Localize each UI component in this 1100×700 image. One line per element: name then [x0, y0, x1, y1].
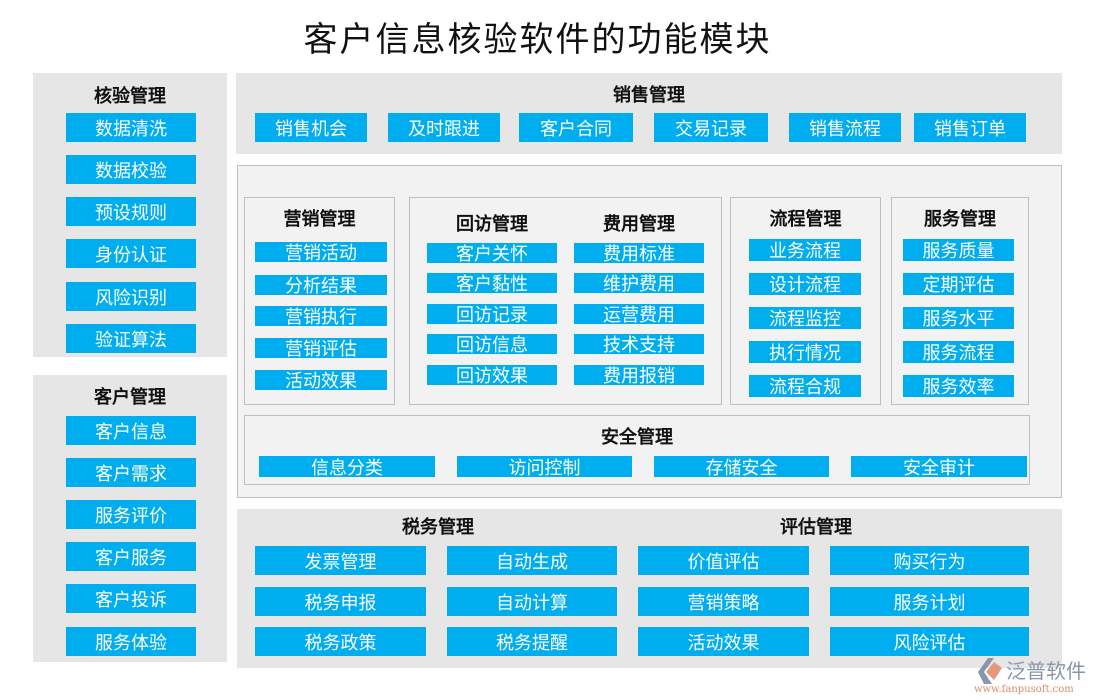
customer-item[interactable]: 客户信息: [66, 416, 196, 445]
security-item[interactable]: 访问控制: [457, 456, 632, 479]
expense-item[interactable]: 运营费用: [574, 304, 704, 326]
marketing-item[interactable]: 营销评估: [255, 338, 387, 360]
tax-item[interactable]: 税务提醒: [447, 627, 617, 656]
tax-item[interactable]: 税务申报: [255, 587, 426, 616]
customer-item[interactable]: 客户需求: [66, 458, 196, 487]
process-item[interactable]: 流程监控: [749, 307, 861, 330]
sales-item[interactable]: 客户合同: [519, 113, 633, 142]
verify-item[interactable]: 身份认证: [66, 239, 196, 268]
evaluation-title: 评估管理: [780, 517, 852, 538]
expense-item[interactable]: 维护费用: [574, 273, 704, 295]
customer-title: 客户管理: [94, 387, 166, 408]
process-item[interactable]: 流程合规: [749, 375, 861, 398]
security-item[interactable]: 安全审计: [851, 456, 1027, 479]
sales-item[interactable]: 交易记录: [654, 113, 768, 142]
service-box: [891, 197, 1029, 405]
sales-item[interactable]: 销售订单: [914, 113, 1026, 142]
service-item[interactable]: 服务质量: [903, 239, 1014, 262]
verify-item[interactable]: 数据校验: [66, 155, 196, 184]
revisit-item[interactable]: 回访记录: [427, 304, 557, 326]
security-item[interactable]: 存储安全: [654, 456, 829, 479]
tax-item[interactable]: 自动生成: [447, 546, 617, 575]
sales-title: 销售管理: [613, 85, 685, 106]
expense-item[interactable]: 技术支持: [574, 334, 704, 356]
security-title: 安全管理: [601, 427, 673, 448]
verify-item[interactable]: 风险识别: [66, 282, 196, 311]
revisit-title: 回访管理: [456, 214, 528, 235]
expense-item[interactable]: 费用标准: [574, 243, 704, 265]
verify-item[interactable]: 验证算法: [66, 324, 196, 353]
tax-item[interactable]: 发票管理: [255, 546, 426, 575]
tax-item[interactable]: 自动计算: [447, 587, 617, 616]
evaluation-item[interactable]: 服务计划: [830, 587, 1029, 616]
expense-item[interactable]: 费用报销: [574, 365, 704, 387]
revisit-item[interactable]: 客户关怀: [427, 243, 557, 265]
marketing-item[interactable]: 营销执行: [255, 306, 387, 328]
service-title: 服务管理: [924, 209, 996, 230]
tax-item[interactable]: 税务政策: [255, 627, 426, 656]
process-item[interactable]: 业务流程: [749, 239, 861, 262]
evaluation-item[interactable]: 购买行为: [830, 546, 1029, 575]
tax-title: 税务管理: [402, 517, 474, 538]
process-item[interactable]: 执行情况: [749, 341, 861, 364]
process-box: [730, 197, 881, 405]
service-item[interactable]: 定期评估: [903, 273, 1014, 296]
revisit-item[interactable]: 回访信息: [427, 334, 557, 356]
revisit-item[interactable]: 回访效果: [427, 365, 557, 387]
marketing-item[interactable]: 活动效果: [255, 370, 387, 392]
evaluation-item[interactable]: 活动效果: [638, 627, 809, 656]
logo-name: 泛普软件: [1006, 659, 1086, 683]
verify-item[interactable]: 预设规则: [66, 197, 196, 226]
marketing-title: 营销管理: [283, 209, 356, 230]
process-item[interactable]: 设计流程: [749, 273, 861, 296]
sales-item[interactable]: 销售流程: [789, 113, 901, 142]
service-item[interactable]: 服务效率: [903, 375, 1014, 398]
customer-item[interactable]: 服务体验: [66, 627, 196, 656]
revisit-item[interactable]: 客户黏性: [427, 273, 557, 295]
evaluation-item[interactable]: 营销策略: [638, 587, 809, 616]
logo-url: www.fanpusoft.com: [974, 684, 1074, 695]
logo: 泛普软件 www.fanpusoft.com: [970, 650, 1095, 695]
marketing-item[interactable]: 营销活动: [255, 242, 387, 264]
process-title: 流程管理: [769, 209, 842, 230]
security-item[interactable]: 信息分类: [259, 456, 435, 479]
expense-title: 费用管理: [603, 214, 675, 235]
verify-item[interactable]: 数据清洗: [66, 113, 196, 142]
verify-title: 核验管理: [94, 86, 166, 107]
customer-item[interactable]: 客户投诉: [66, 584, 196, 613]
evaluation-item[interactable]: 风险评估: [830, 627, 1029, 656]
customer-item[interactable]: 客户服务: [66, 542, 196, 571]
sales-item[interactable]: 销售机会: [255, 113, 367, 142]
sales-item[interactable]: 及时跟进: [388, 113, 500, 142]
service-item[interactable]: 服务流程: [903, 341, 1014, 364]
page-title: 客户信息核验软件的功能模块: [303, 20, 772, 60]
marketing-item[interactable]: 分析结果: [255, 275, 387, 297]
evaluation-item[interactable]: 价值评估: [638, 546, 809, 575]
customer-item[interactable]: 服务评价: [66, 500, 196, 529]
service-item[interactable]: 服务水平: [903, 307, 1014, 330]
